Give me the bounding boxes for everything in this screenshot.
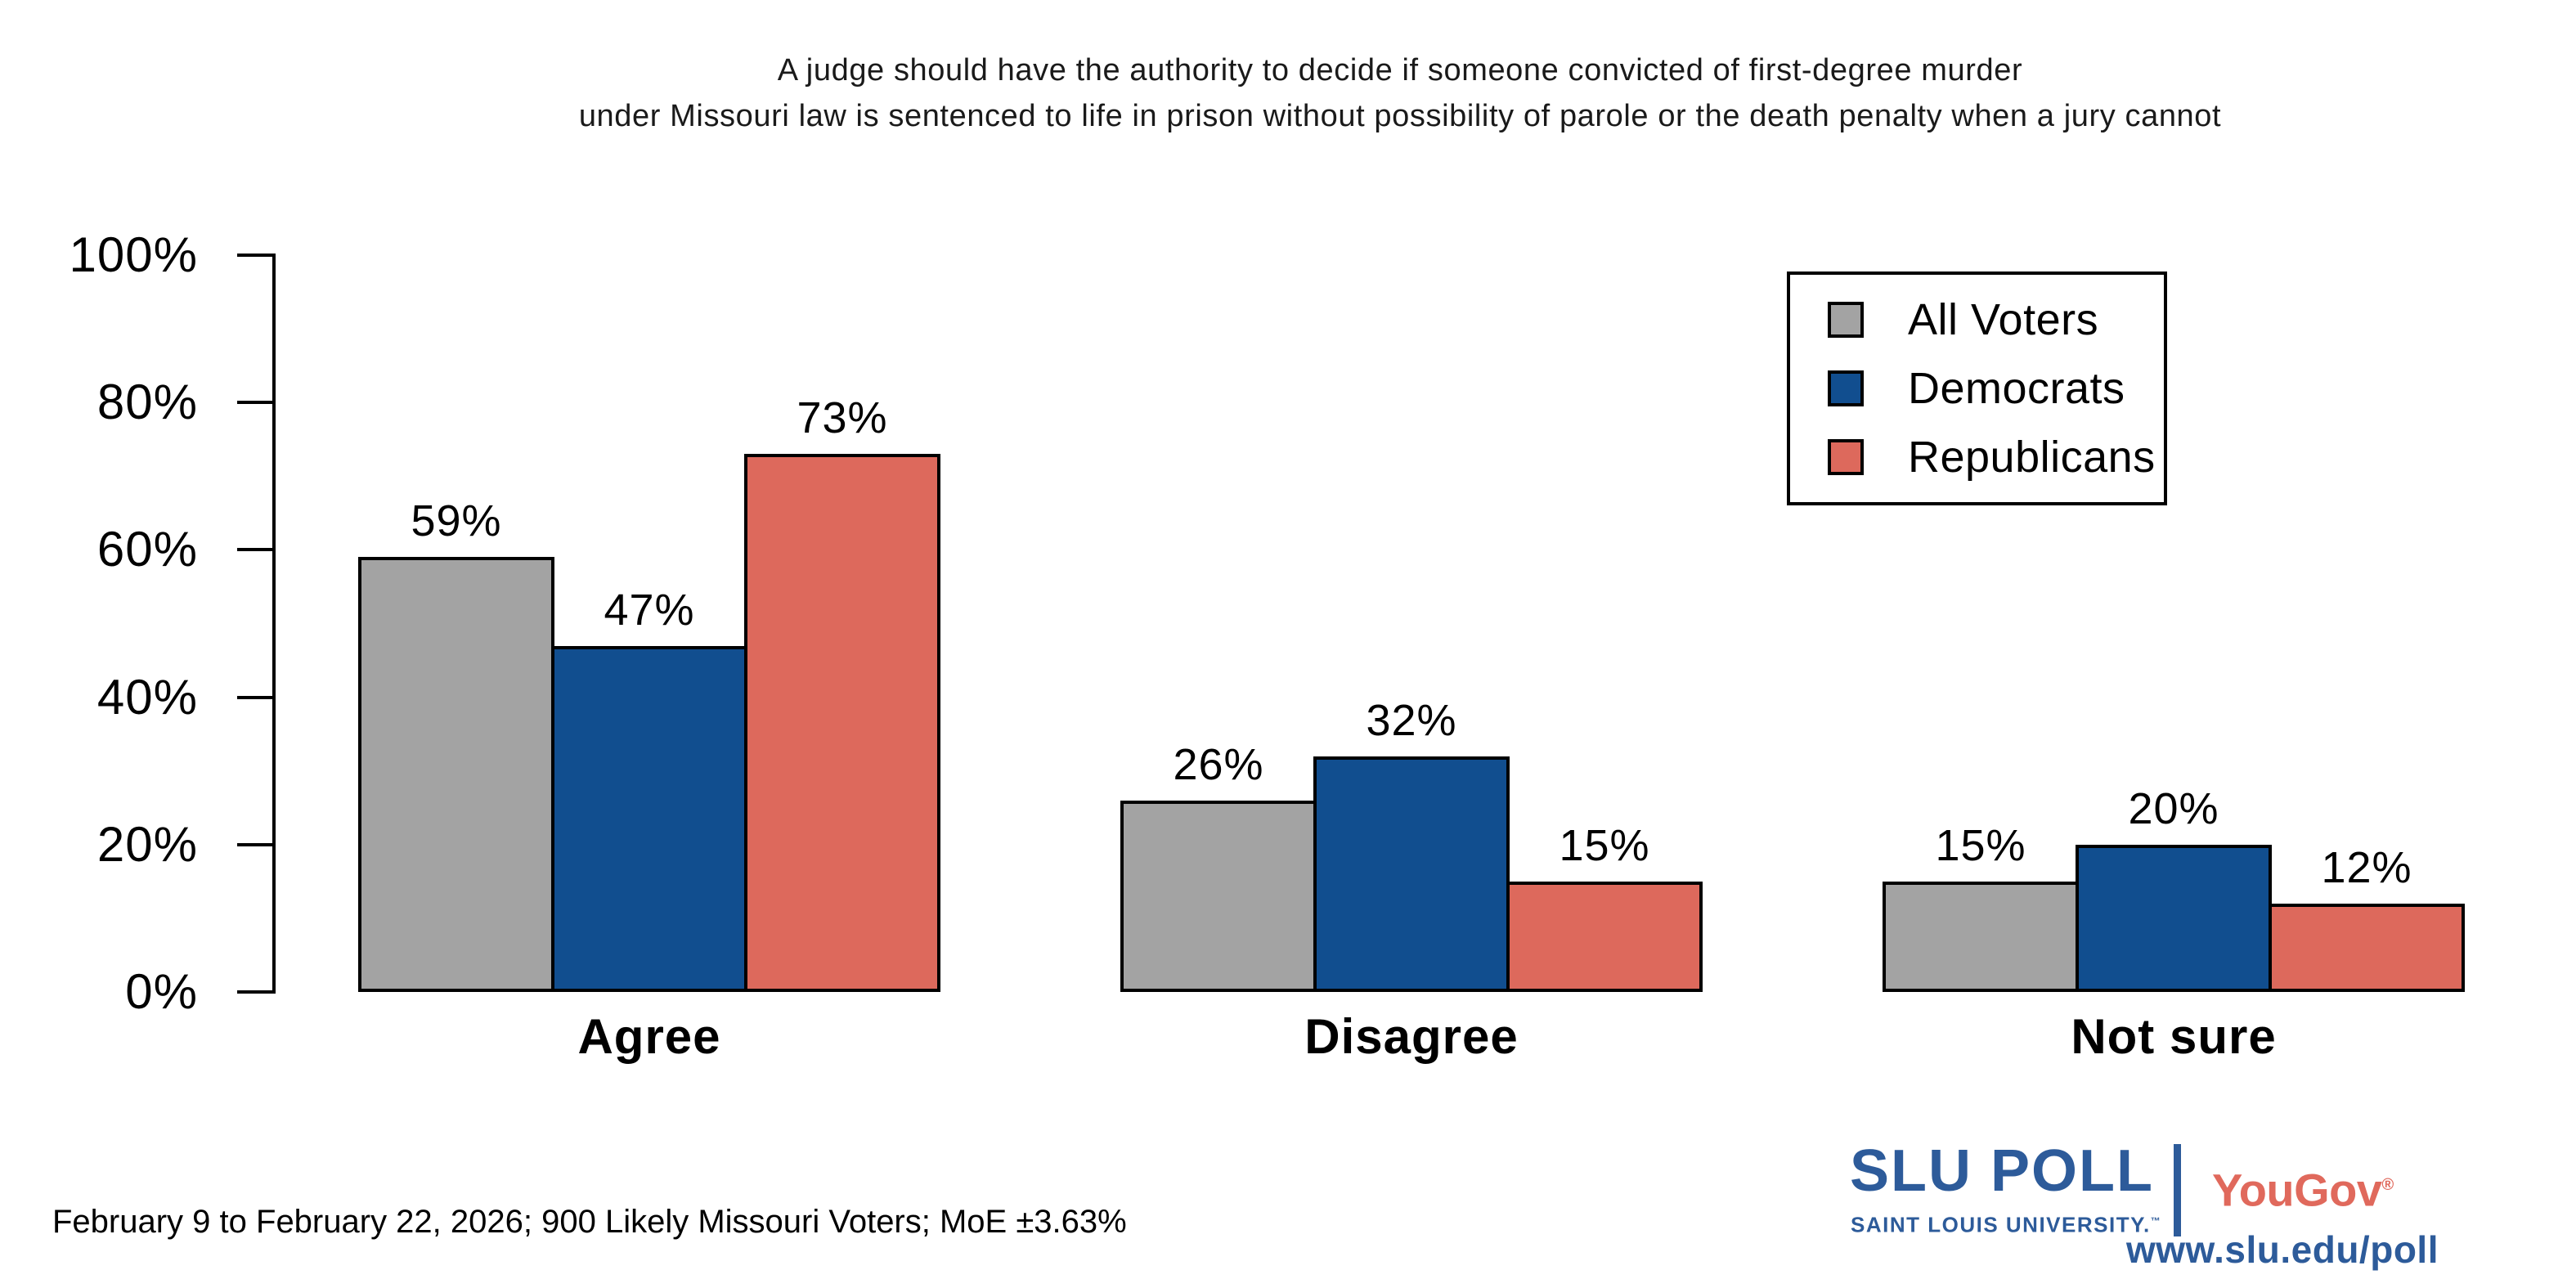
y-axis-tick-label: 0% [125, 964, 198, 1019]
chart-title-line2: under Missouri law is sentenced to life … [578, 99, 2222, 133]
y-axis-tick-label: 60% [96, 522, 198, 577]
yougov-logo: YouGov® [2212, 1161, 2394, 1214]
bar-agree-republicans [744, 454, 940, 992]
legend: All Voters Democrats Republicans [1787, 272, 2167, 505]
bar-value-label: 15% [1935, 821, 2026, 870]
bar-not-sure-republicans [2269, 904, 2465, 992]
yougov-text: YouGov [2212, 1164, 2382, 1216]
y-axis-tick [237, 254, 276, 257]
bar-value-label: 73% [797, 393, 888, 442]
legend-swatch-democrats [1828, 370, 1864, 406]
y-axis-tick [237, 548, 276, 552]
category-label-not-sure: Not sure [2071, 1009, 2277, 1064]
slu-poll-logo: SLU POLL [1850, 1138, 2154, 1204]
bar-value-label: 20% [2128, 784, 2219, 833]
bar-agree-all-voters [358, 557, 554, 992]
methodology-note: February 9 to February 22, 2026; 900 Lik… [52, 1204, 1127, 1240]
legend-row-republicans: Republicans [1828, 433, 2164, 482]
bar-not-sure-democrats [2076, 845, 2272, 992]
category-label-disagree: Disagree [1304, 1009, 1519, 1064]
bar-value-label: 32% [1366, 696, 1457, 745]
y-axis-tick-label: 40% [96, 669, 198, 725]
y-axis-tick-label: 100% [69, 227, 198, 282]
y-axis-tick [237, 842, 276, 846]
chart-title-line1: A judge should have the authority to dec… [777, 53, 2023, 88]
legend-row-all-voters: All Voters [1828, 295, 2164, 344]
slu-university-text: SAINT LOUIS UNIVERSITY. [1851, 1212, 2151, 1237]
bar-value-label: 26% [1173, 740, 1264, 789]
slu-poll-url: www.slu.edu/poll [2126, 1228, 2439, 1271]
bar-not-sure-all-voters [1883, 882, 2079, 992]
y-axis-tick-label: 80% [96, 375, 198, 430]
legend-label-republicans: Republicans [1908, 433, 2156, 482]
bar-agree-democrats [551, 646, 747, 992]
legend-swatch-all-voters [1828, 302, 1864, 338]
y-axis-tick-label: 20% [96, 816, 198, 872]
bar-disagree-all-voters [1120, 801, 1317, 992]
legend-row-democrats: Democrats [1828, 364, 2164, 413]
bar-value-label: 12% [2321, 843, 2412, 892]
y-axis-tick [237, 401, 276, 405]
y-axis-tick [237, 695, 276, 699]
chart-title: A judge should have the authority to dec… [276, 47, 2524, 139]
legend-label-all-voters: All Voters [1908, 295, 2099, 344]
registered-symbol: ® [2381, 1176, 2394, 1194]
bar-disagree-republicans [1506, 882, 1703, 992]
legend-swatch-republicans [1828, 439, 1864, 475]
bar-value-label: 59% [411, 496, 502, 545]
slu-university-wordmark: SAINT LOUIS UNIVERSITY.™ [1851, 1209, 2161, 1236]
y-axis-line [272, 254, 276, 994]
bar-disagree-democrats [1313, 756, 1510, 992]
legend-label-democrats: Democrats [1908, 364, 2125, 413]
category-label-agree: Agree [577, 1009, 721, 1064]
trademark-symbol: ™ [2150, 1215, 2162, 1227]
y-axis-tick [237, 990, 276, 994]
bar-value-label: 15% [1559, 821, 1650, 870]
brand-separator-bar [2174, 1144, 2181, 1236]
bar-value-label: 47% [604, 586, 695, 635]
